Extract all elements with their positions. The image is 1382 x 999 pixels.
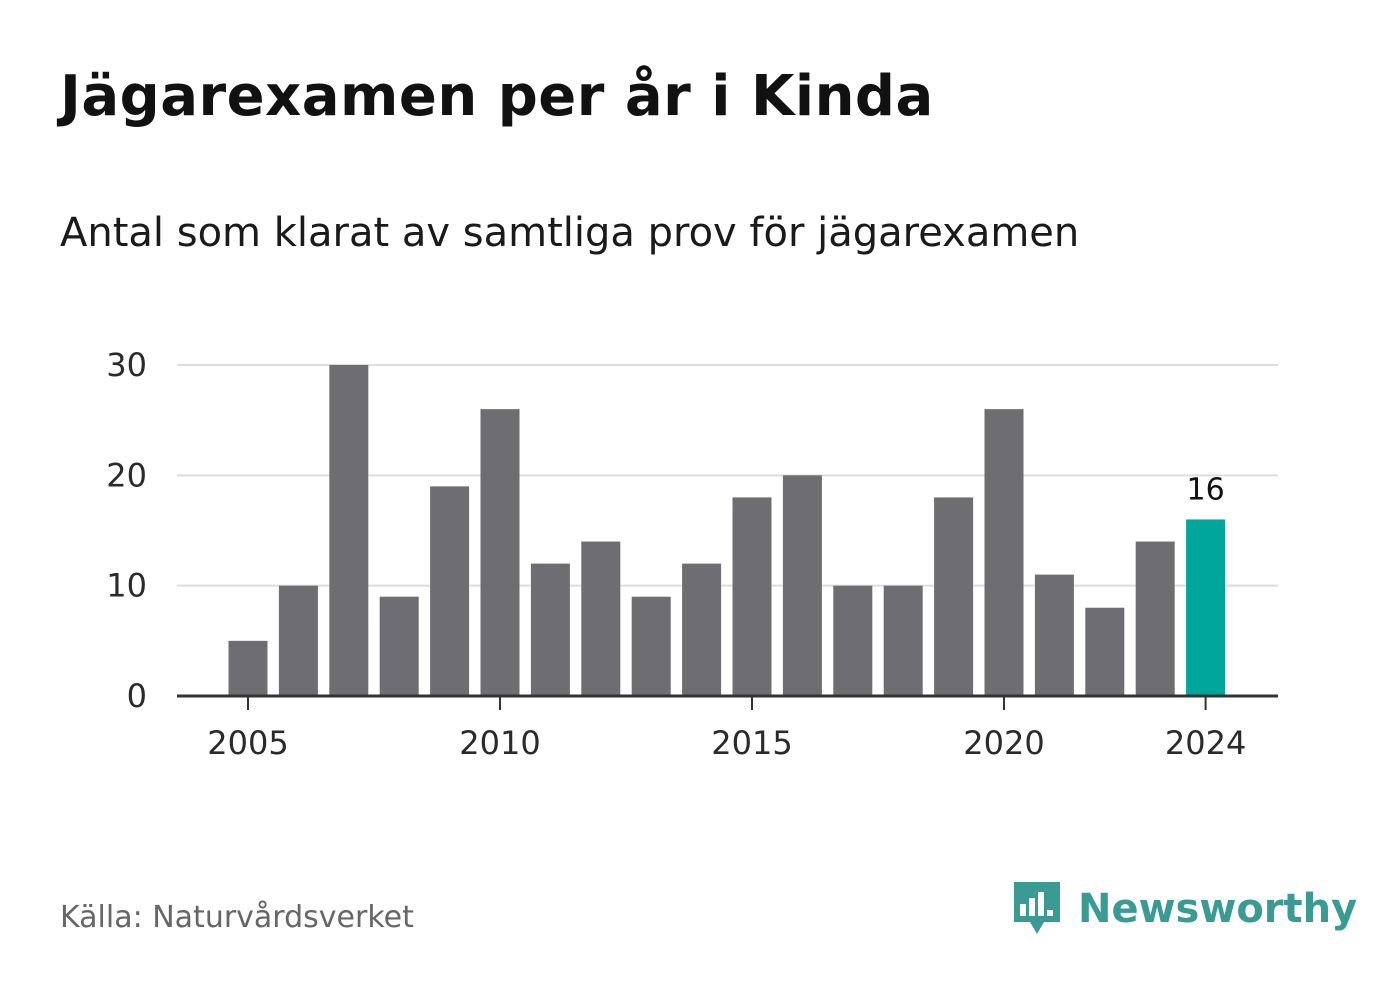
- bar-2020: [984, 409, 1024, 696]
- bar-2010: [480, 409, 520, 696]
- x-tick-label: 2020: [963, 724, 1044, 762]
- bar-2007: [329, 365, 369, 696]
- bar-chart: 0 10 20 30 16 2005 2010 2015 2020 2024: [106, 346, 1278, 762]
- bar-2009: [430, 486, 470, 696]
- newsworthy-logo-icon: [1014, 882, 1060, 934]
- axes: [177, 694, 1278, 710]
- bar-2024: [1186, 519, 1226, 696]
- bar-2008: [379, 596, 419, 696]
- y-tick-label: 20: [106, 456, 147, 494]
- x-tick-label: 2015: [711, 724, 792, 762]
- bar-2013: [631, 596, 671, 696]
- y-tick-label: 0: [127, 677, 147, 715]
- y-tick-label: 30: [106, 346, 147, 384]
- bar-2011: [530, 563, 570, 696]
- newsworthy-logo: Newsworthy: [1010, 878, 1357, 940]
- bar-2019: [934, 497, 974, 696]
- y-tick-label: 10: [106, 567, 147, 605]
- bar-2023: [1135, 541, 1175, 696]
- x-tick-label: 2005: [207, 724, 288, 762]
- x-tick-label: 2024: [1165, 724, 1246, 762]
- chart-subtitle: Antal som klarat av samtliga prov för jä…: [60, 210, 1080, 256]
- bars: [228, 365, 1226, 696]
- source-note: Källa: Naturvårdsverket: [60, 900, 414, 935]
- brand-name: Newsworthy: [1078, 886, 1358, 932]
- labels: 0 10 20 30 16 2005 2010 2015 2020 2024: [106, 346, 1246, 762]
- bar-2012: [581, 541, 621, 696]
- bar-2015: [732, 497, 772, 696]
- bar-2018: [883, 585, 923, 696]
- x-tick-label: 2010: [459, 724, 540, 762]
- bar-2014: [682, 563, 722, 696]
- data-label: 16: [1187, 472, 1225, 507]
- bar-2006: [278, 585, 318, 696]
- bar-2021: [1034, 574, 1074, 696]
- bar-2005: [228, 640, 268, 696]
- chart-title: Jägarexamen per år i Kinda: [60, 64, 934, 129]
- bar-2016: [782, 475, 822, 696]
- bar-2022: [1085, 607, 1125, 696]
- bar-2017: [833, 585, 873, 696]
